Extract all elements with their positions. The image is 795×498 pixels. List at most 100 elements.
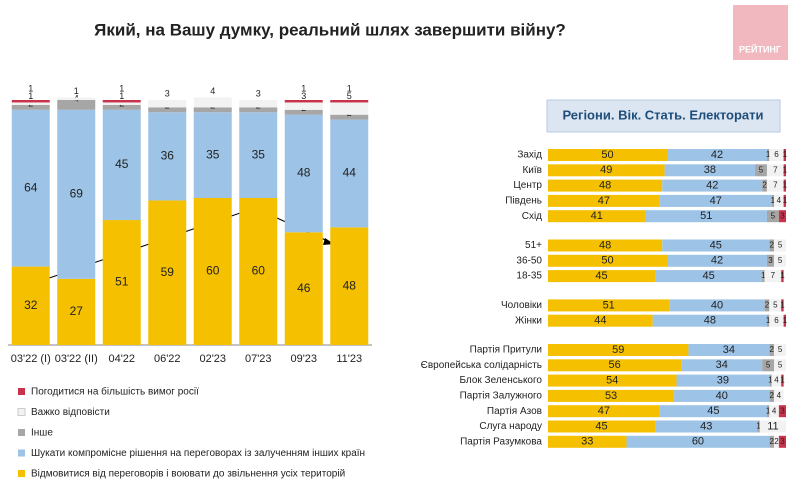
- legend-label: Шукати компромісне рішення на переговора…: [31, 448, 365, 459]
- value-label: 69: [70, 186, 84, 200]
- value-label: 56: [609, 359, 621, 371]
- row-label: Захід: [517, 150, 542, 161]
- bar-segment: [548, 210, 646, 223]
- value-label: 5: [778, 241, 783, 250]
- bar-segment: [11, 102, 50, 105]
- value-label: 45: [115, 157, 129, 171]
- bar-segment: [755, 164, 767, 177]
- bar-segment: [769, 149, 784, 161]
- bar-segment: [783, 164, 786, 177]
- row-label: Центр: [513, 180, 542, 191]
- value-label: 51: [115, 275, 129, 289]
- value-label: 46: [297, 281, 311, 295]
- bar-segment: [655, 420, 758, 433]
- value-label: 3: [165, 88, 170, 98]
- value-label: 45: [703, 270, 715, 282]
- value-label: 32: [24, 298, 38, 312]
- value-label: 45: [595, 270, 607, 282]
- value-label: 44: [594, 315, 606, 327]
- value-label: 47: [710, 195, 722, 207]
- panel-title: Регіони. Вік. Стать. Електорати: [562, 107, 763, 122]
- bar-segment: [193, 198, 232, 345]
- bar-segment: [771, 374, 782, 387]
- value-label: 5: [766, 360, 771, 369]
- row-label: Чоловіки: [501, 300, 542, 311]
- bar-segment: [662, 179, 763, 192]
- value-label: 7: [771, 271, 776, 280]
- row-label: Київ: [522, 165, 542, 176]
- value-label: 49: [600, 164, 612, 176]
- x-tick-label: 09'23: [290, 353, 317, 365]
- value-label: 40: [716, 390, 728, 402]
- bar-segment: [102, 102, 141, 105]
- bar-segment: [769, 374, 772, 387]
- bar-segment: [766, 149, 770, 161]
- bar-segment: [11, 266, 50, 345]
- bar-segment: [548, 435, 627, 448]
- bar-segment: [239, 112, 278, 198]
- value-label: 50: [601, 255, 613, 267]
- bar-segment: [774, 239, 786, 252]
- bar-segment: [766, 314, 770, 327]
- bar-segment: [764, 270, 782, 283]
- bar-segment: [548, 270, 656, 283]
- value-label: 2: [774, 437, 779, 446]
- value-label: 7: [773, 165, 778, 174]
- bar-segment: [688, 344, 770, 356]
- row-label: Європейська солідарність: [421, 360, 542, 371]
- bar-segment: [774, 254, 786, 267]
- value-label: 3: [780, 437, 785, 446]
- bar-segment: [11, 109, 50, 267]
- value-label: 42: [706, 180, 718, 192]
- bar-segment: [774, 194, 784, 207]
- bar-segment: [781, 270, 784, 283]
- logo: РЕЙТИНГ: [739, 43, 781, 54]
- value-label: 3: [256, 88, 261, 98]
- bar-segment: [769, 344, 775, 356]
- value-label: 1: [783, 165, 788, 174]
- bar-segment: [148, 100, 187, 108]
- legend-swatch: [18, 449, 25, 457]
- value-label: 1: [783, 196, 788, 205]
- bar-segment: [330, 119, 369, 228]
- value-label: 1: [780, 376, 785, 385]
- value-label: 4: [210, 86, 215, 96]
- bar-segment: [778, 435, 786, 448]
- value-label: 60: [206, 264, 220, 278]
- value-label: 11: [767, 420, 778, 432]
- row-label: 51+: [525, 240, 542, 251]
- bar-segment: [759, 420, 786, 433]
- value-label: 1: [28, 91, 33, 101]
- bar-segment: [774, 359, 786, 372]
- value-label: 5: [759, 165, 764, 174]
- bar-segment: [771, 194, 775, 207]
- bar-segment: [102, 104, 141, 110]
- value-label: 2: [769, 345, 774, 354]
- bar-segment: [102, 100, 141, 103]
- row-label: Південь: [505, 196, 542, 207]
- value-label: 38: [704, 164, 716, 176]
- bar-segment: [57, 278, 96, 345]
- bar-segment: [626, 435, 770, 448]
- bar-segment: [330, 100, 369, 103]
- bar-segment: [762, 270, 765, 283]
- logo-box: [733, 5, 788, 60]
- bar-segment: [778, 405, 786, 418]
- value-label: 59: [612, 344, 624, 356]
- value-label: 60: [692, 436, 704, 448]
- bar-segment: [769, 405, 779, 418]
- value-label: 51: [700, 210, 712, 222]
- bar-segment: [766, 164, 784, 177]
- value-label: 2: [769, 437, 774, 446]
- title: Який, на Вашу думку, реальний шлях завер…: [94, 20, 566, 39]
- value-label: 1: [119, 91, 124, 101]
- bar-segment: [662, 239, 770, 252]
- bar-segment: [766, 405, 770, 418]
- bar-segment: [774, 435, 779, 448]
- panel-title-box: [546, 99, 781, 133]
- bar-segment: [148, 200, 187, 345]
- bar-segment: [193, 107, 232, 113]
- bar-segment: [667, 254, 767, 267]
- bar-segment: [284, 109, 323, 115]
